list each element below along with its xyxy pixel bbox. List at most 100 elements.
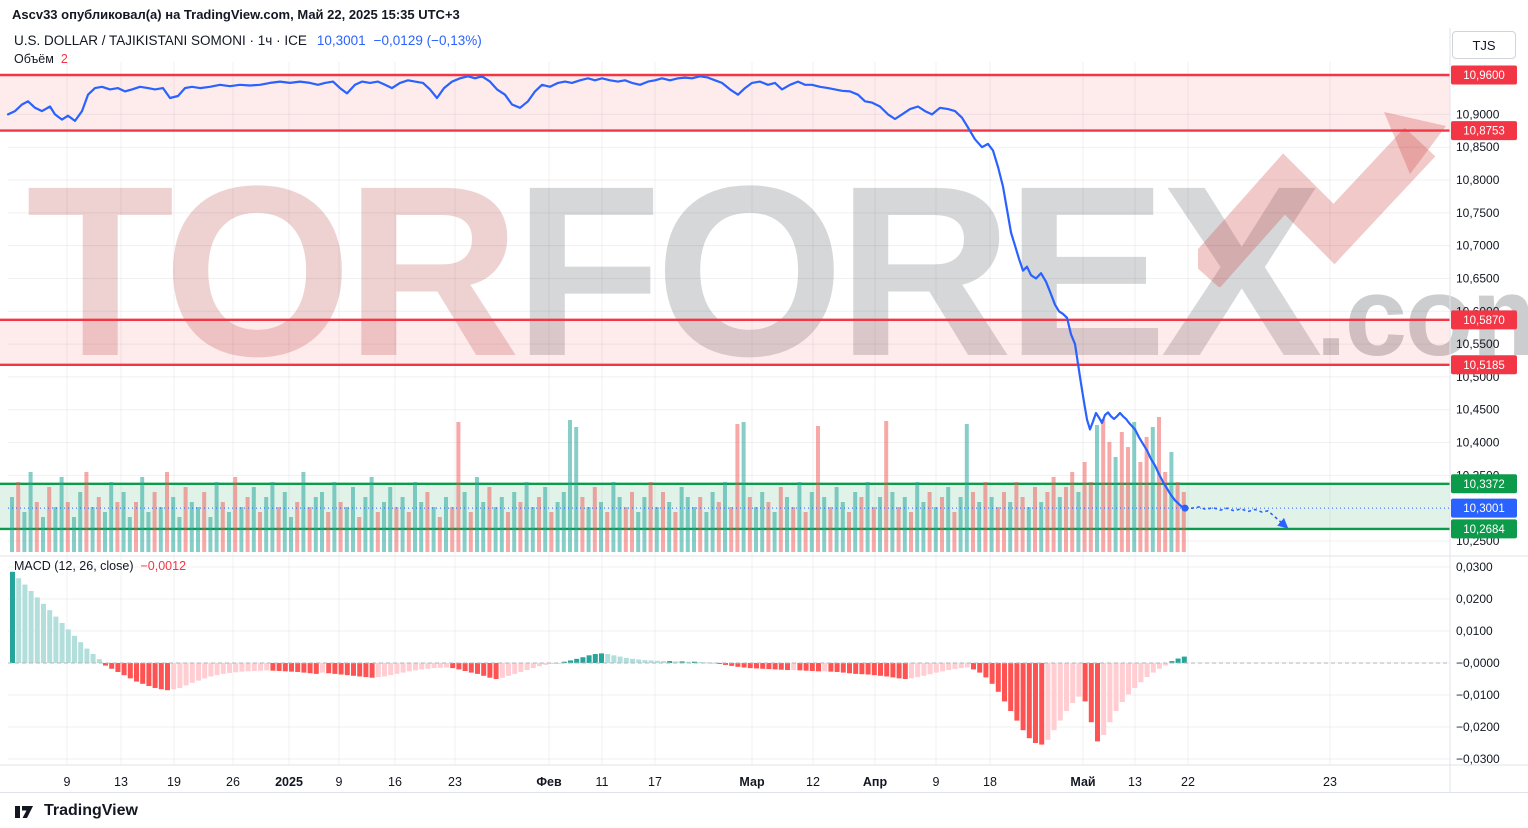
macd-bar (22, 584, 28, 663)
macd-bar (127, 663, 133, 679)
time-axis-label[interactable]: 16 (388, 775, 402, 789)
time-axis-label[interactable]: 13 (114, 775, 128, 789)
macd-bar (760, 663, 766, 669)
macd-bar (227, 663, 232, 673)
volume-bar (493, 507, 498, 552)
volume-bar (78, 492, 83, 552)
macd-bar (537, 663, 542, 667)
volume-bar (53, 507, 58, 552)
time-axis-label[interactable]: 9 (933, 775, 940, 789)
macd-bar (220, 663, 226, 674)
macd-bar (140, 663, 146, 684)
volume-bar (1014, 482, 1019, 552)
time-axis-label[interactable]: 11 (596, 775, 609, 789)
volume-bar (251, 487, 256, 552)
volume-bar (189, 502, 194, 552)
time-axis-label[interactable]: 26 (226, 775, 240, 789)
macd-bar (847, 663, 852, 674)
time-axis-label[interactable]: 2025 (275, 775, 303, 789)
volume-bar (524, 482, 529, 552)
volume-bar (611, 482, 616, 552)
macd-bar (685, 661, 691, 663)
volume-bar (326, 512, 331, 552)
tradingview-logo-icon (15, 805, 33, 818)
macd-legend[interactable]: MACD (12, 26, close) −0,0012 (14, 559, 186, 573)
symbol-last-price: 10,3001 (316, 33, 366, 48)
volume-bar (394, 507, 399, 552)
time-axis-label[interactable]: Май (1070, 775, 1095, 789)
volume-bar (754, 507, 758, 552)
volume-bar (859, 497, 864, 552)
macd-bar (59, 623, 65, 663)
macd-bar (797, 663, 803, 671)
volume-bar (245, 497, 250, 552)
macd-bar (1057, 663, 1063, 721)
volume-bar (140, 477, 145, 552)
volume-bar (1002, 492, 1006, 552)
macd-bar (958, 663, 964, 669)
volume-bar (239, 507, 244, 552)
volume-bar (704, 512, 709, 552)
macd-bar (1163, 663, 1169, 666)
macd-bar (871, 663, 877, 676)
macd-bar (406, 663, 412, 672)
volume-bar (363, 497, 368, 552)
macd-bar (90, 654, 96, 663)
macd-bar (289, 663, 294, 672)
time-axis-label[interactable]: 23 (448, 775, 462, 789)
macd-bar (989, 663, 995, 684)
volume-bar (313, 497, 318, 552)
macd-bar (388, 663, 394, 676)
time-axis-label[interactable]: 18 (983, 775, 997, 789)
macd-bar (878, 663, 883, 676)
time-axis-label[interactable]: Фев (536, 775, 562, 789)
volume-bar (437, 517, 442, 552)
volume-bar (1107, 442, 1112, 552)
macd-axis-label: −0,0300 (1456, 752, 1500, 766)
volume-bar (1169, 452, 1174, 552)
macd-bar (630, 658, 635, 663)
macd-bar (34, 597, 40, 663)
macd-bar (295, 663, 301, 672)
volume-bar (183, 487, 188, 552)
symbol-legend[interactable]: U.S. DOLLAR / TAJIKISTANI SOMONI · 1ч · … (14, 33, 482, 48)
macd-bar (351, 663, 356, 676)
time-axis-label[interactable]: Апр (863, 775, 888, 789)
volume-bar (47, 487, 52, 552)
volume-bar (1126, 447, 1130, 552)
currency-button[interactable]: TJS (1452, 31, 1516, 59)
macd-bar (115, 663, 121, 672)
time-axis-label[interactable]: 17 (648, 775, 662, 789)
volume-bar (921, 502, 926, 552)
time-axis-label[interactable]: Мар (739, 775, 765, 789)
macd-bar (1101, 663, 1107, 735)
time-axis-label[interactable]: 19 (167, 775, 181, 789)
macd-bar (462, 663, 468, 671)
macd-bar (518, 663, 524, 672)
macd-axis-label: 0,0200 (1456, 592, 1493, 606)
time-axis-label[interactable]: 13 (1128, 775, 1142, 789)
volume-legend[interactable]: Объём 2 (14, 52, 68, 66)
footer-brand-text: TradingView (44, 801, 138, 819)
volume-bar (338, 502, 343, 552)
macd-bar (239, 663, 245, 672)
macd-bar (599, 653, 604, 663)
time-axis-label[interactable]: 9 (336, 775, 343, 789)
macd-bar (654, 660, 660, 663)
volume-bar (896, 507, 901, 552)
time-axis-label[interactable]: 9 (64, 775, 71, 789)
macd-bar (152, 663, 158, 688)
macd-axis-label: −0,0200 (1456, 720, 1500, 734)
time-axis-label[interactable]: 22 (1181, 775, 1195, 789)
macd-bar (512, 663, 518, 674)
macd-bar (1070, 663, 1076, 703)
time-axis-label[interactable]: 23 (1323, 775, 1337, 789)
macd-bar (1144, 663, 1150, 678)
time-axis-label[interactable]: 12 (806, 775, 820, 789)
volume-bar (282, 492, 287, 552)
footer-brand-link[interactable]: TradingView (0, 792, 1528, 828)
macd-bar (468, 663, 474, 673)
volume-bar (406, 512, 411, 552)
macd-value: −0,0012 (140, 559, 187, 573)
